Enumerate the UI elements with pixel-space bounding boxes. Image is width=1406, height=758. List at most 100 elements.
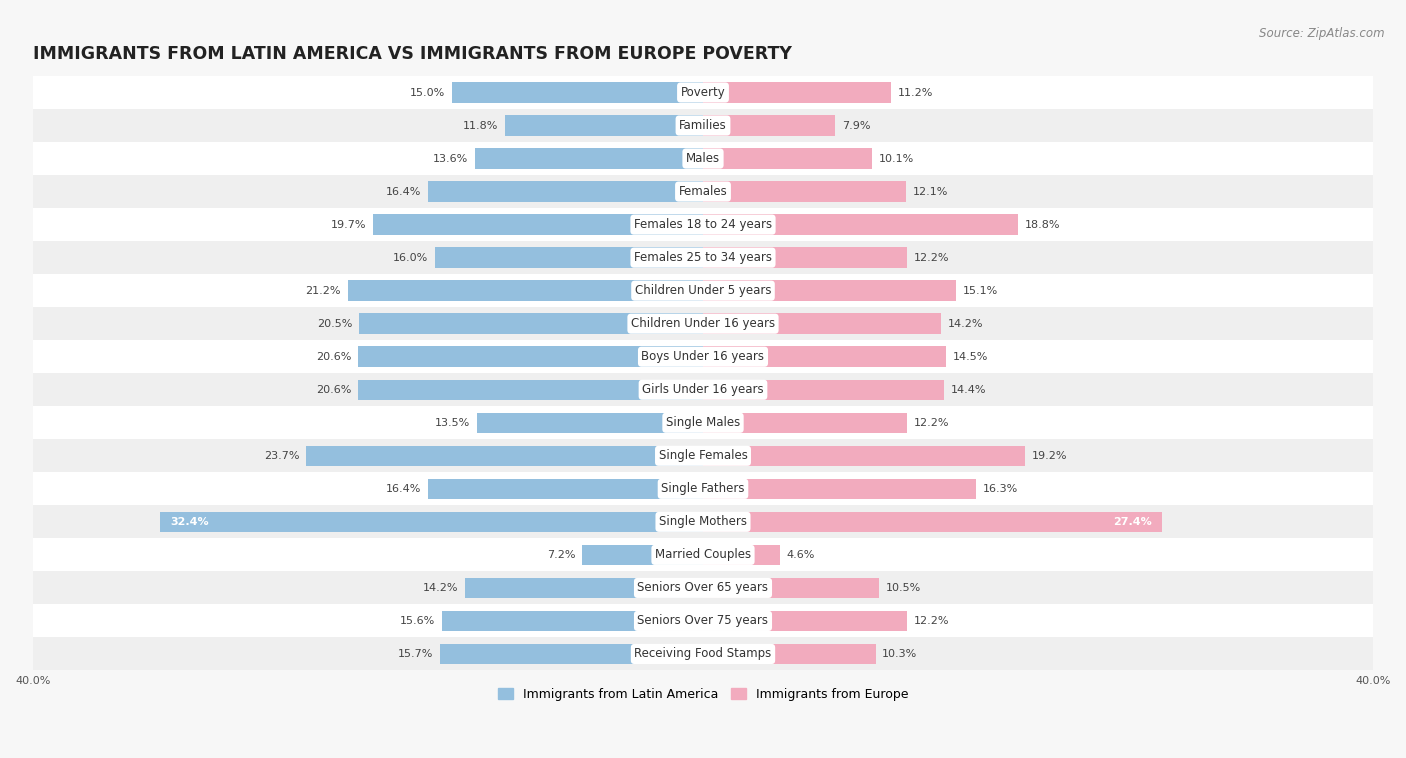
Bar — [465, 578, 703, 598]
Bar — [703, 83, 890, 103]
Bar — [373, 215, 703, 235]
Text: Males: Males — [686, 152, 720, 165]
Bar — [307, 446, 703, 466]
Bar — [703, 578, 879, 598]
Text: 14.5%: 14.5% — [953, 352, 988, 362]
Bar — [357, 346, 703, 367]
Bar — [703, 181, 905, 202]
Text: 12.2%: 12.2% — [914, 418, 949, 428]
Bar — [703, 247, 907, 268]
Bar — [32, 637, 1374, 671]
Bar — [703, 412, 907, 433]
Bar — [440, 644, 703, 664]
Text: 10.5%: 10.5% — [886, 583, 921, 593]
Text: 16.4%: 16.4% — [387, 186, 422, 196]
Text: 16.3%: 16.3% — [983, 484, 1018, 494]
Text: 14.4%: 14.4% — [950, 385, 987, 395]
Text: 16.0%: 16.0% — [392, 252, 429, 262]
Bar — [347, 280, 703, 301]
Bar — [451, 83, 703, 103]
Text: 15.7%: 15.7% — [398, 649, 433, 659]
Text: Single Males: Single Males — [666, 416, 740, 429]
Text: Boys Under 16 years: Boys Under 16 years — [641, 350, 765, 363]
Bar — [32, 406, 1374, 440]
Text: 15.1%: 15.1% — [963, 286, 998, 296]
Text: Seniors Over 75 years: Seniors Over 75 years — [637, 615, 769, 628]
Text: Source: ZipAtlas.com: Source: ZipAtlas.com — [1260, 27, 1385, 39]
Bar — [703, 346, 946, 367]
Bar — [160, 512, 703, 532]
Bar — [703, 314, 941, 334]
Text: Girls Under 16 years: Girls Under 16 years — [643, 384, 763, 396]
Bar — [703, 280, 956, 301]
Text: 20.5%: 20.5% — [318, 318, 353, 329]
Bar — [703, 446, 1025, 466]
Text: 14.2%: 14.2% — [423, 583, 458, 593]
Bar — [32, 307, 1374, 340]
Text: 12.1%: 12.1% — [912, 186, 948, 196]
Bar — [357, 380, 703, 400]
Bar — [505, 115, 703, 136]
Bar — [703, 545, 780, 565]
Text: 20.6%: 20.6% — [316, 385, 352, 395]
Text: Families: Families — [679, 119, 727, 132]
Text: 4.6%: 4.6% — [787, 550, 815, 560]
Legend: Immigrants from Latin America, Immigrants from Europe: Immigrants from Latin America, Immigrant… — [494, 683, 912, 706]
Text: Females 25 to 34 years: Females 25 to 34 years — [634, 251, 772, 264]
Bar — [32, 506, 1374, 538]
Text: 14.2%: 14.2% — [948, 318, 983, 329]
Text: 19.2%: 19.2% — [1032, 451, 1067, 461]
Text: IMMIGRANTS FROM LATIN AMERICA VS IMMIGRANTS FROM EUROPE POVERTY: IMMIGRANTS FROM LATIN AMERICA VS IMMIGRA… — [32, 45, 792, 64]
Text: 23.7%: 23.7% — [264, 451, 299, 461]
Text: Single Mothers: Single Mothers — [659, 515, 747, 528]
Text: 11.2%: 11.2% — [897, 87, 932, 98]
Text: 15.6%: 15.6% — [399, 616, 434, 626]
Text: 7.2%: 7.2% — [547, 550, 575, 560]
Bar — [32, 440, 1374, 472]
Bar — [434, 247, 703, 268]
Bar — [703, 380, 945, 400]
Text: 12.2%: 12.2% — [914, 616, 949, 626]
Bar — [32, 208, 1374, 241]
Bar — [32, 572, 1374, 604]
Bar — [32, 241, 1374, 274]
Bar — [32, 142, 1374, 175]
Text: Females 18 to 24 years: Females 18 to 24 years — [634, 218, 772, 231]
Text: 11.8%: 11.8% — [463, 121, 499, 130]
Text: Receiving Food Stamps: Receiving Food Stamps — [634, 647, 772, 660]
Bar — [477, 412, 703, 433]
Bar — [32, 604, 1374, 637]
Text: 27.4%: 27.4% — [1114, 517, 1152, 527]
Bar — [475, 149, 703, 169]
Bar — [703, 611, 907, 631]
Text: Married Couples: Married Couples — [655, 548, 751, 562]
Bar — [703, 512, 1163, 532]
Text: 13.6%: 13.6% — [433, 154, 468, 164]
Text: 12.2%: 12.2% — [914, 252, 949, 262]
Text: Children Under 16 years: Children Under 16 years — [631, 317, 775, 330]
Text: 18.8%: 18.8% — [1025, 220, 1060, 230]
Text: Children Under 5 years: Children Under 5 years — [634, 284, 772, 297]
Bar — [441, 611, 703, 631]
Text: 10.1%: 10.1% — [879, 154, 914, 164]
Text: 21.2%: 21.2% — [305, 286, 342, 296]
Text: 19.7%: 19.7% — [330, 220, 366, 230]
Text: Single Females: Single Females — [658, 449, 748, 462]
Bar — [703, 115, 835, 136]
Text: Poverty: Poverty — [681, 86, 725, 99]
Bar — [582, 545, 703, 565]
Bar — [32, 472, 1374, 506]
Bar — [429, 478, 703, 499]
Bar — [32, 340, 1374, 373]
Text: 15.0%: 15.0% — [409, 87, 444, 98]
Bar — [32, 373, 1374, 406]
Bar — [32, 109, 1374, 142]
Text: 20.6%: 20.6% — [316, 352, 352, 362]
Text: Single Fathers: Single Fathers — [661, 482, 745, 495]
Text: 13.5%: 13.5% — [434, 418, 470, 428]
Bar — [703, 215, 1018, 235]
Bar — [32, 175, 1374, 208]
Bar — [360, 314, 703, 334]
Text: 10.3%: 10.3% — [883, 649, 918, 659]
Text: 16.4%: 16.4% — [387, 484, 422, 494]
